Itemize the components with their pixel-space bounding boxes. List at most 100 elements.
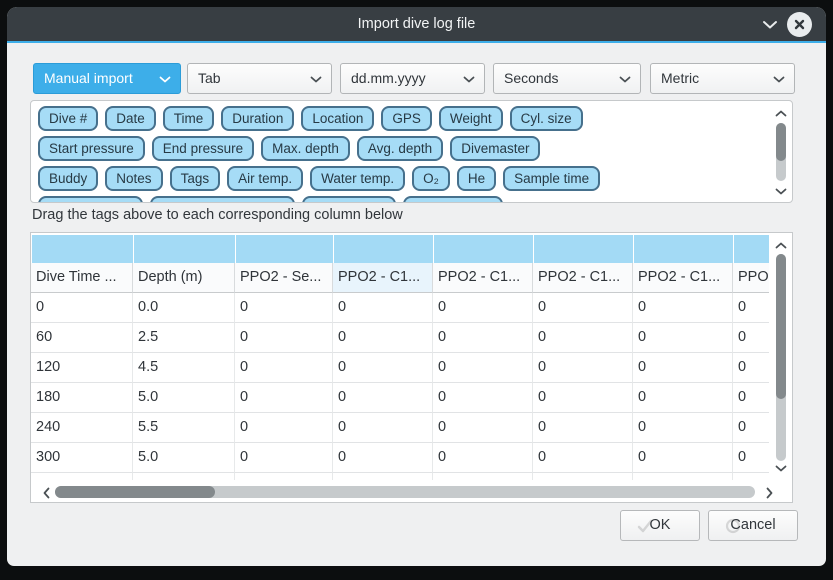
scroll-down-icon[interactable] <box>775 188 787 195</box>
close-button[interactable] <box>787 12 812 37</box>
table-cell[interactable]: 0 <box>733 443 769 473</box>
table-cell[interactable]: 0 <box>235 323 333 353</box>
duration-format-select[interactable]: Seconds <box>493 63 641 94</box>
scroll-left-icon[interactable] <box>43 487 50 499</box>
table-cell[interactable]: 0 <box>433 293 533 323</box>
horizontal-scrollbar[interactable] <box>35 484 788 500</box>
column-header[interactable]: PPO2 - C1... <box>533 263 633 293</box>
field-separator-select[interactable]: Tab <box>187 63 332 94</box>
scrollbar-thumb[interactable] <box>55 486 215 498</box>
tag-chip[interactable]: End pressure <box>151 136 255 161</box>
tag-chip[interactable]: Sample time <box>503 166 601 191</box>
tag-chip[interactable]: Duration <box>221 106 295 131</box>
drop-target-cell[interactable] <box>32 235 133 263</box>
drop-target-cell[interactable] <box>134 235 235 263</box>
table-cell[interactable]: 0 <box>235 293 333 323</box>
tag-chip[interactable]: Sample depth <box>38 196 144 202</box>
tag-chip[interactable]: Time <box>162 106 215 131</box>
table-cell[interactable]: 0 <box>633 323 733 353</box>
titlebar[interactable]: Import dive log file <box>7 7 826 43</box>
tag-chip[interactable]: Weight <box>438 106 503 131</box>
table-cell[interactable]: 0 <box>31 293 133 323</box>
cancel-button[interactable]: Cancel <box>708 510 798 541</box>
tags-scrollbar[interactable] <box>773 101 789 202</box>
tag-chip[interactable]: Start pressure <box>38 136 145 161</box>
table-cell[interactable]: 5.0 <box>133 443 235 473</box>
table-cell[interactable]: 5.5 <box>133 413 235 443</box>
table-cell[interactable]: 180 <box>31 383 133 413</box>
table-cell[interactable]: 0 <box>333 413 433 443</box>
tag-chip[interactable]: Air temp. <box>227 166 304 191</box>
tag-chip[interactable]: He <box>456 166 497 191</box>
table-cell[interactable]: 240 <box>31 413 133 443</box>
tag-chip[interactable]: Cyl. size <box>509 106 583 131</box>
column-header[interactable]: PPO2 <box>733 263 769 293</box>
tag-chip[interactable]: Max. depth <box>261 136 350 161</box>
tag-chip[interactable]: Location <box>301 106 375 131</box>
table-cell[interactable]: 0 <box>235 353 333 383</box>
table-cell[interactable]: 0 <box>633 443 733 473</box>
tag-chip[interactable]: Divemaster <box>450 136 541 161</box>
table-cell[interactable]: 0 <box>433 443 533 473</box>
drop-target-cell[interactable] <box>734 235 769 263</box>
table-vertical-scrollbar[interactable] <box>774 236 788 476</box>
scroll-right-icon[interactable] <box>766 487 773 499</box>
tag-chip[interactable]: Sample temperature <box>150 196 295 202</box>
table-cell[interactable]: 0 <box>533 443 633 473</box>
tag-chip[interactable]: Notes <box>105 166 163 191</box>
table-cell[interactable]: 0 <box>733 383 769 413</box>
scrollbar-thumb[interactable] <box>776 123 786 161</box>
table-cell[interactable]: 0.0 <box>133 293 235 323</box>
ok-button[interactable]: OK <box>620 510 700 541</box>
scrollbar-thumb[interactable] <box>776 254 786 399</box>
table-cell[interactable]: 0 <box>433 413 533 443</box>
table-row[interactable]: 240 5.5 0 0 0 0 0 0 <box>31 413 769 443</box>
tag-chip[interactable]: Avg. depth <box>356 136 444 161</box>
scroll-up-icon[interactable] <box>775 242 787 249</box>
table-cell[interactable]: 0 <box>433 353 533 383</box>
table-cell[interactable]: 0 <box>733 323 769 353</box>
table-cell[interactable]: 0 <box>733 413 769 443</box>
table-cell[interactable]: 0 <box>333 353 433 383</box>
tag-chip[interactable]: O₂ <box>412 166 450 191</box>
import-type-select[interactable]: Manual import <box>33 63 181 94</box>
table-cell[interactable]: 0 <box>433 323 533 353</box>
tag-chip[interactable]: Buddy <box>38 166 99 191</box>
table-cell[interactable]: 0 <box>433 383 533 413</box>
table-row[interactable]: 0 0.0 0 0 0 0 0 0 <box>31 293 769 323</box>
table-cell[interactable]: 0 <box>533 293 633 323</box>
column-header[interactable]: PPO2 - C1... <box>633 263 733 293</box>
table-cell[interactable]: 0 <box>633 293 733 323</box>
table-cell[interactable]: 0 <box>333 383 433 413</box>
column-header[interactable]: PPO2 - C1... <box>333 263 433 293</box>
drop-target-cell[interactable] <box>236 235 333 263</box>
table-cell[interactable]: 0 <box>633 413 733 443</box>
table-cell[interactable]: 0 <box>235 443 333 473</box>
table-cell[interactable]: 0 <box>633 383 733 413</box>
date-format-select[interactable]: dd.mm.yyyy <box>340 63 485 94</box>
drop-target-cell[interactable] <box>534 235 633 263</box>
table-cell[interactable]: 0 <box>733 353 769 383</box>
table-cell[interactable]: 5.0 <box>133 383 235 413</box>
table-cell[interactable]: 0 <box>333 293 433 323</box>
table-cell[interactable]: 0 <box>633 353 733 383</box>
table-cell[interactable]: 0 <box>235 383 333 413</box>
column-header[interactable]: PPO2 - C1... <box>433 263 533 293</box>
table-cell[interactable]: 2.5 <box>133 323 235 353</box>
table-cell[interactable]: 0 <box>533 413 633 443</box>
table-cell[interactable]: 0 <box>333 443 433 473</box>
column-header[interactable]: PPO2 - Se... <box>235 263 333 293</box>
table-cell[interactable]: 300 <box>31 443 133 473</box>
tag-chip[interactable]: Water temp. <box>310 166 406 191</box>
tag-chip[interactable]: GPS <box>381 106 432 131</box>
drop-target-cell[interactable] <box>334 235 433 263</box>
table-cell[interactable]: 120 <box>31 353 133 383</box>
units-select[interactable]: Metric <box>650 63 795 94</box>
table-row[interactable]: 120 4.5 0 0 0 0 0 0 <box>31 353 769 383</box>
drop-target-cell[interactable] <box>434 235 533 263</box>
tag-chip[interactable]: Sample CNS <box>403 196 504 202</box>
column-header[interactable]: Dive Time ... <box>31 263 133 293</box>
drop-target-cell[interactable] <box>634 235 733 263</box>
table-cell[interactable]: 0 <box>533 353 633 383</box>
tag-chip[interactable]: Date <box>105 106 156 131</box>
